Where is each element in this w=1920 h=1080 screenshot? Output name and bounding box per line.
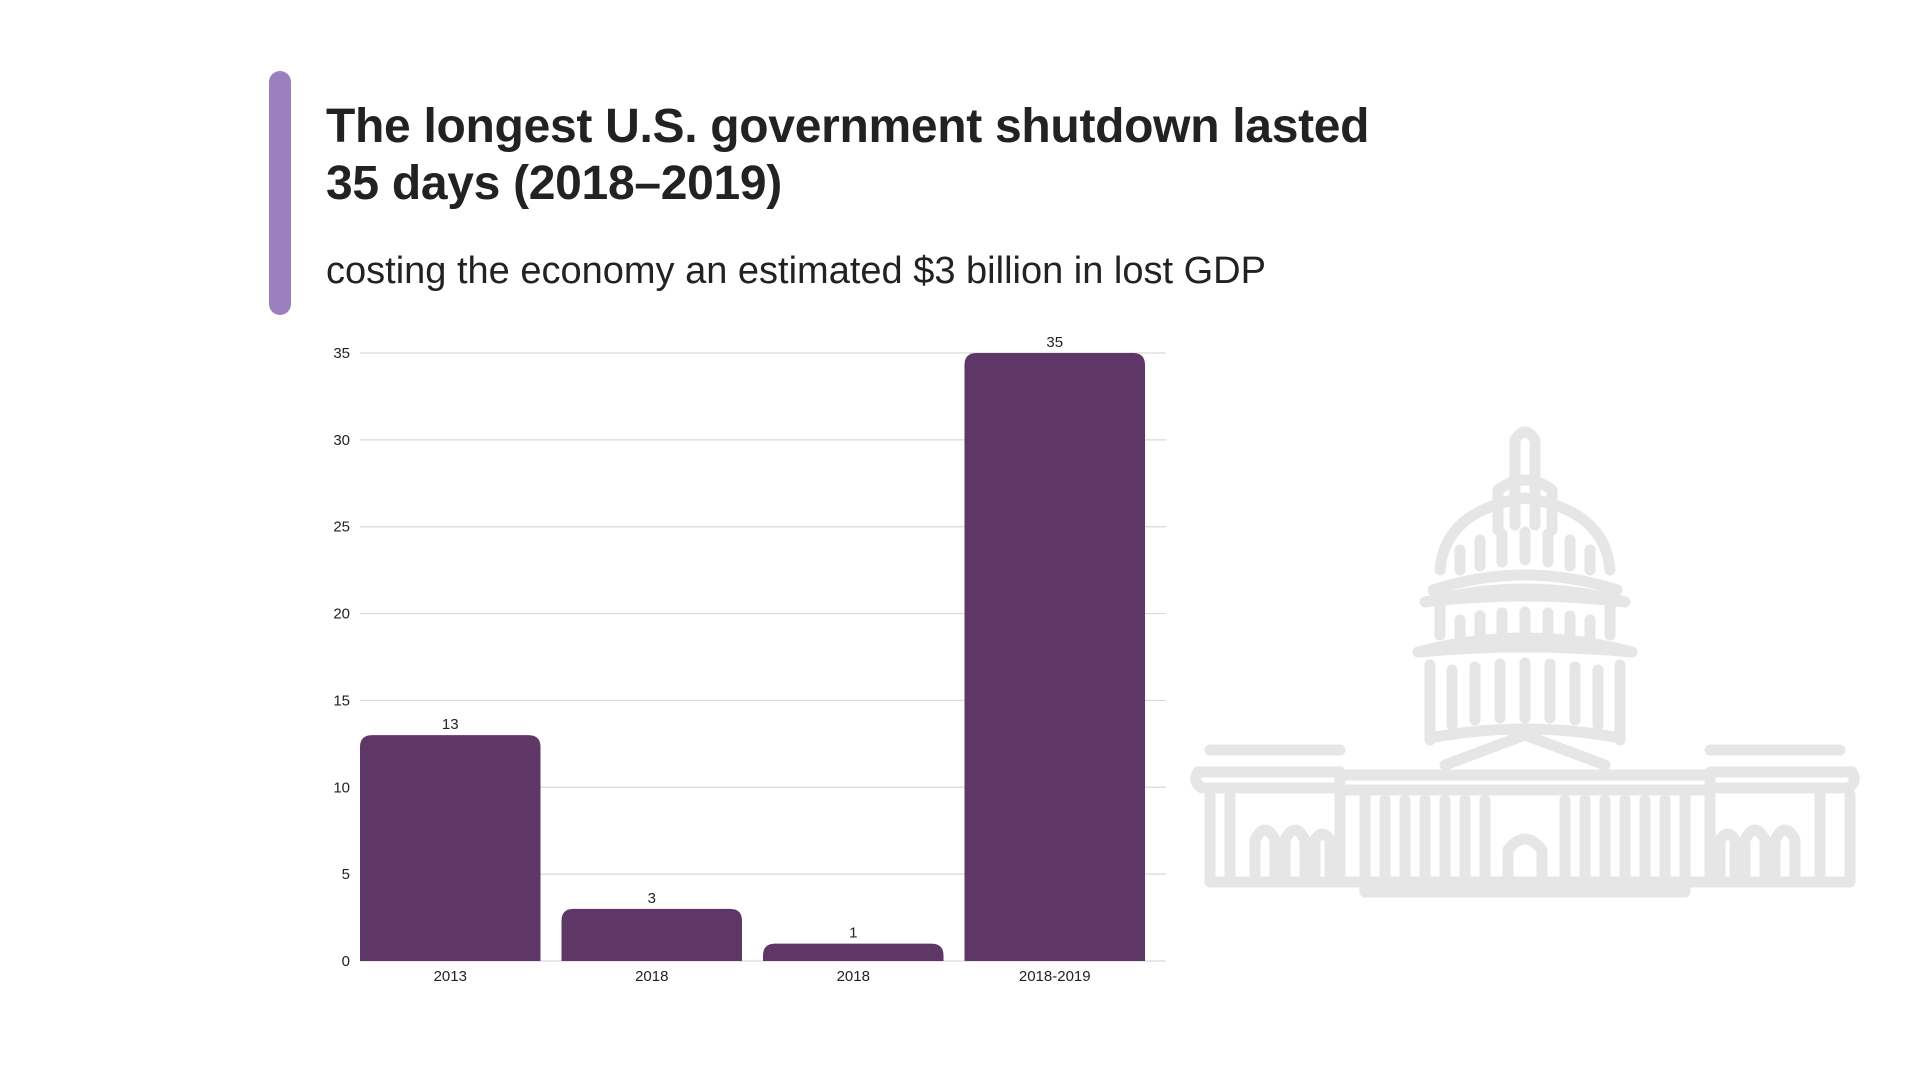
y-tick-label: 20 bbox=[333, 606, 350, 623]
bar bbox=[561, 908, 742, 961]
accent-bar bbox=[269, 71, 291, 315]
data-label: 13 bbox=[442, 716, 459, 733]
x-tick-label: 2018 bbox=[837, 968, 870, 985]
data-label: 3 bbox=[648, 890, 656, 907]
y-tick-label: 10 bbox=[333, 779, 350, 796]
y-tick-label: 35 bbox=[333, 345, 350, 362]
page-subtitle: costing the economy an estimated $3 bill… bbox=[326, 250, 1266, 292]
y-tick-label: 0 bbox=[342, 953, 350, 970]
page-title: The longest U.S. government shutdown las… bbox=[326, 100, 1370, 210]
y-tick-label: 25 bbox=[333, 519, 350, 536]
data-label: 35 bbox=[1046, 334, 1063, 351]
y-tick-label: 15 bbox=[333, 692, 350, 709]
x-tick-label: 2018-2019 bbox=[1019, 968, 1091, 985]
x-tick-label: 2013 bbox=[434, 968, 467, 985]
y-tick-label: 30 bbox=[333, 432, 350, 449]
capitol-building-icon bbox=[1190, 426, 1860, 898]
bar bbox=[763, 943, 944, 961]
x-tick-label: 2018 bbox=[635, 968, 668, 985]
bar bbox=[964, 353, 1145, 961]
y-tick-label: 5 bbox=[342, 866, 350, 883]
bar bbox=[360, 735, 541, 961]
data-label: 1 bbox=[849, 925, 857, 942]
